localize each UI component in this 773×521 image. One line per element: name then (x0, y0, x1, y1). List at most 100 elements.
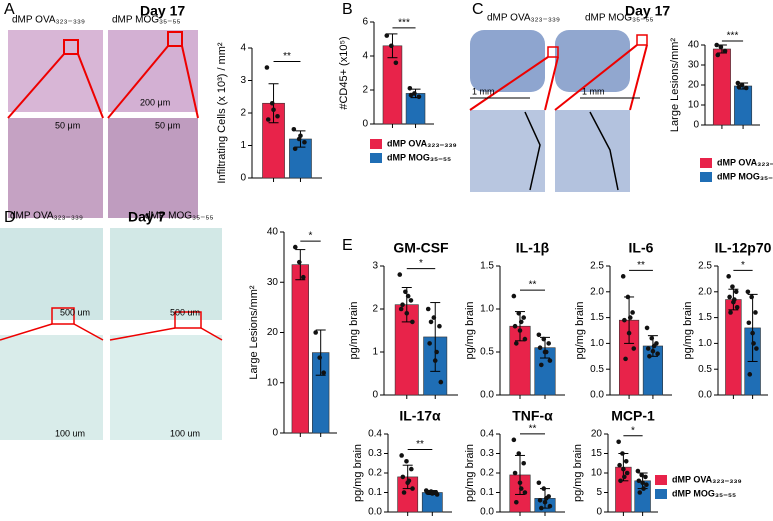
y-tick-label: 5 (596, 487, 602, 498)
image (8, 118, 103, 218)
image (0, 335, 103, 440)
zoom-line (200, 327, 223, 341)
data-point (522, 336, 528, 342)
data-point (616, 439, 621, 445)
chart-title: GM-CSF (393, 240, 449, 256)
bar (725, 299, 742, 396)
data-point (512, 470, 518, 476)
y-tick-label: 0 (272, 428, 278, 439)
y-tick-label: 2 (240, 108, 246, 119)
data-point (651, 343, 657, 349)
zoom-line (544, 56, 559, 111)
data-point (292, 244, 298, 250)
chart-title: IL-12p70 (715, 240, 772, 256)
significance: * (631, 425, 635, 436)
y-axis-label: pg/mg brain (572, 444, 584, 502)
day-label: Day 7 (128, 209, 166, 225)
y-tick-label: 1.0 (698, 338, 712, 349)
data-point (437, 323, 442, 329)
data-point (409, 466, 414, 472)
chart-title: IL-1β (516, 240, 550, 256)
data-point (291, 126, 297, 132)
data-point (405, 293, 411, 299)
image (0, 228, 103, 320)
data-point (434, 349, 439, 355)
data-point (626, 330, 632, 336)
data-point (536, 480, 542, 486)
significance: ** (529, 280, 537, 291)
data-point (732, 297, 737, 302)
y-tick-label: 30 (688, 60, 700, 71)
y-tick-label: 0.1 (368, 487, 382, 498)
day-label: Day 17 (625, 3, 670, 19)
data-point (751, 341, 756, 346)
significance: ** (637, 260, 645, 271)
data-point (426, 490, 431, 495)
data-point (543, 496, 549, 501)
chart-title: IL-17α (399, 408, 441, 424)
y-tick-label: 20 (591, 429, 603, 440)
y-tick-label: 0 (240, 173, 246, 184)
y-tick-label: 0.3 (480, 448, 494, 459)
y-axis-label: pg/mg brain (464, 301, 476, 359)
data-point (547, 503, 553, 509)
panel-label: B (342, 1, 353, 18)
y-tick-label: 1 (372, 347, 378, 358)
data-point (714, 42, 720, 48)
y-tick-label: 0.5 (480, 347, 494, 358)
data-point (317, 355, 322, 360)
data-point (730, 284, 735, 289)
group-label: dMP MOG₃₅₋₅₅ (585, 13, 653, 24)
y-tick-label: 0.2 (480, 468, 494, 479)
y-tick-label: 0.0 (480, 507, 494, 518)
data-point (401, 490, 407, 495)
y-axis-label: pg/mg brain (352, 444, 364, 502)
legend-label: dMP MOG₃₅₋₅₅ (717, 171, 773, 181)
data-point (747, 372, 753, 377)
y-tick-label: 10 (591, 468, 603, 479)
y-tick-label: 6 (362, 17, 368, 28)
y-axis-label: pg/mg brain (574, 301, 586, 359)
image (555, 30, 630, 92)
y-tick-label: 0.5 (698, 364, 712, 375)
data-point (627, 315, 633, 320)
legend-label: dMP MOG₃₅₋₅₅ (387, 152, 451, 162)
data-point (269, 100, 275, 106)
data-point (537, 498, 543, 503)
zoom-box (63, 39, 79, 55)
histology-d (0, 228, 223, 440)
y-tick-label: 20 (688, 80, 700, 91)
data-point (403, 289, 408, 295)
y-tick-label: 0.4 (480, 429, 494, 440)
data-point (398, 306, 404, 312)
scale-label: 50 μm (155, 120, 180, 130)
y-tick-label: 10 (688, 100, 700, 111)
data-point (639, 472, 644, 478)
data-point (539, 362, 544, 368)
data-point (743, 85, 749, 91)
y-tick-label: 0.4 (368, 429, 382, 440)
data-point (292, 146, 298, 152)
data-point (640, 480, 645, 486)
bar (291, 264, 309, 434)
group-label: dMP MOG₃₅₋₅₅ (145, 211, 213, 222)
y-tick-label: 40 (688, 40, 700, 51)
lesion-border (589, 111, 619, 191)
data-point (636, 478, 642, 484)
data-point (511, 293, 517, 299)
y-tick-label: 0.1 (480, 487, 494, 498)
image (110, 335, 222, 440)
data-point (624, 470, 630, 476)
image (110, 228, 222, 320)
data-point (726, 274, 731, 279)
scale-label: 500 um (60, 307, 90, 317)
y-tick-label: 0 (362, 119, 368, 130)
significance: ** (529, 423, 537, 434)
data-point (536, 332, 542, 338)
group-label: dMP OVA₃₂₃₋₃₃₉ (487, 13, 560, 24)
data-point (539, 505, 544, 511)
y-tick-label: 0.0 (698, 390, 712, 401)
data-point (645, 346, 651, 351)
significance: * (419, 258, 423, 269)
data-point (425, 306, 431, 312)
